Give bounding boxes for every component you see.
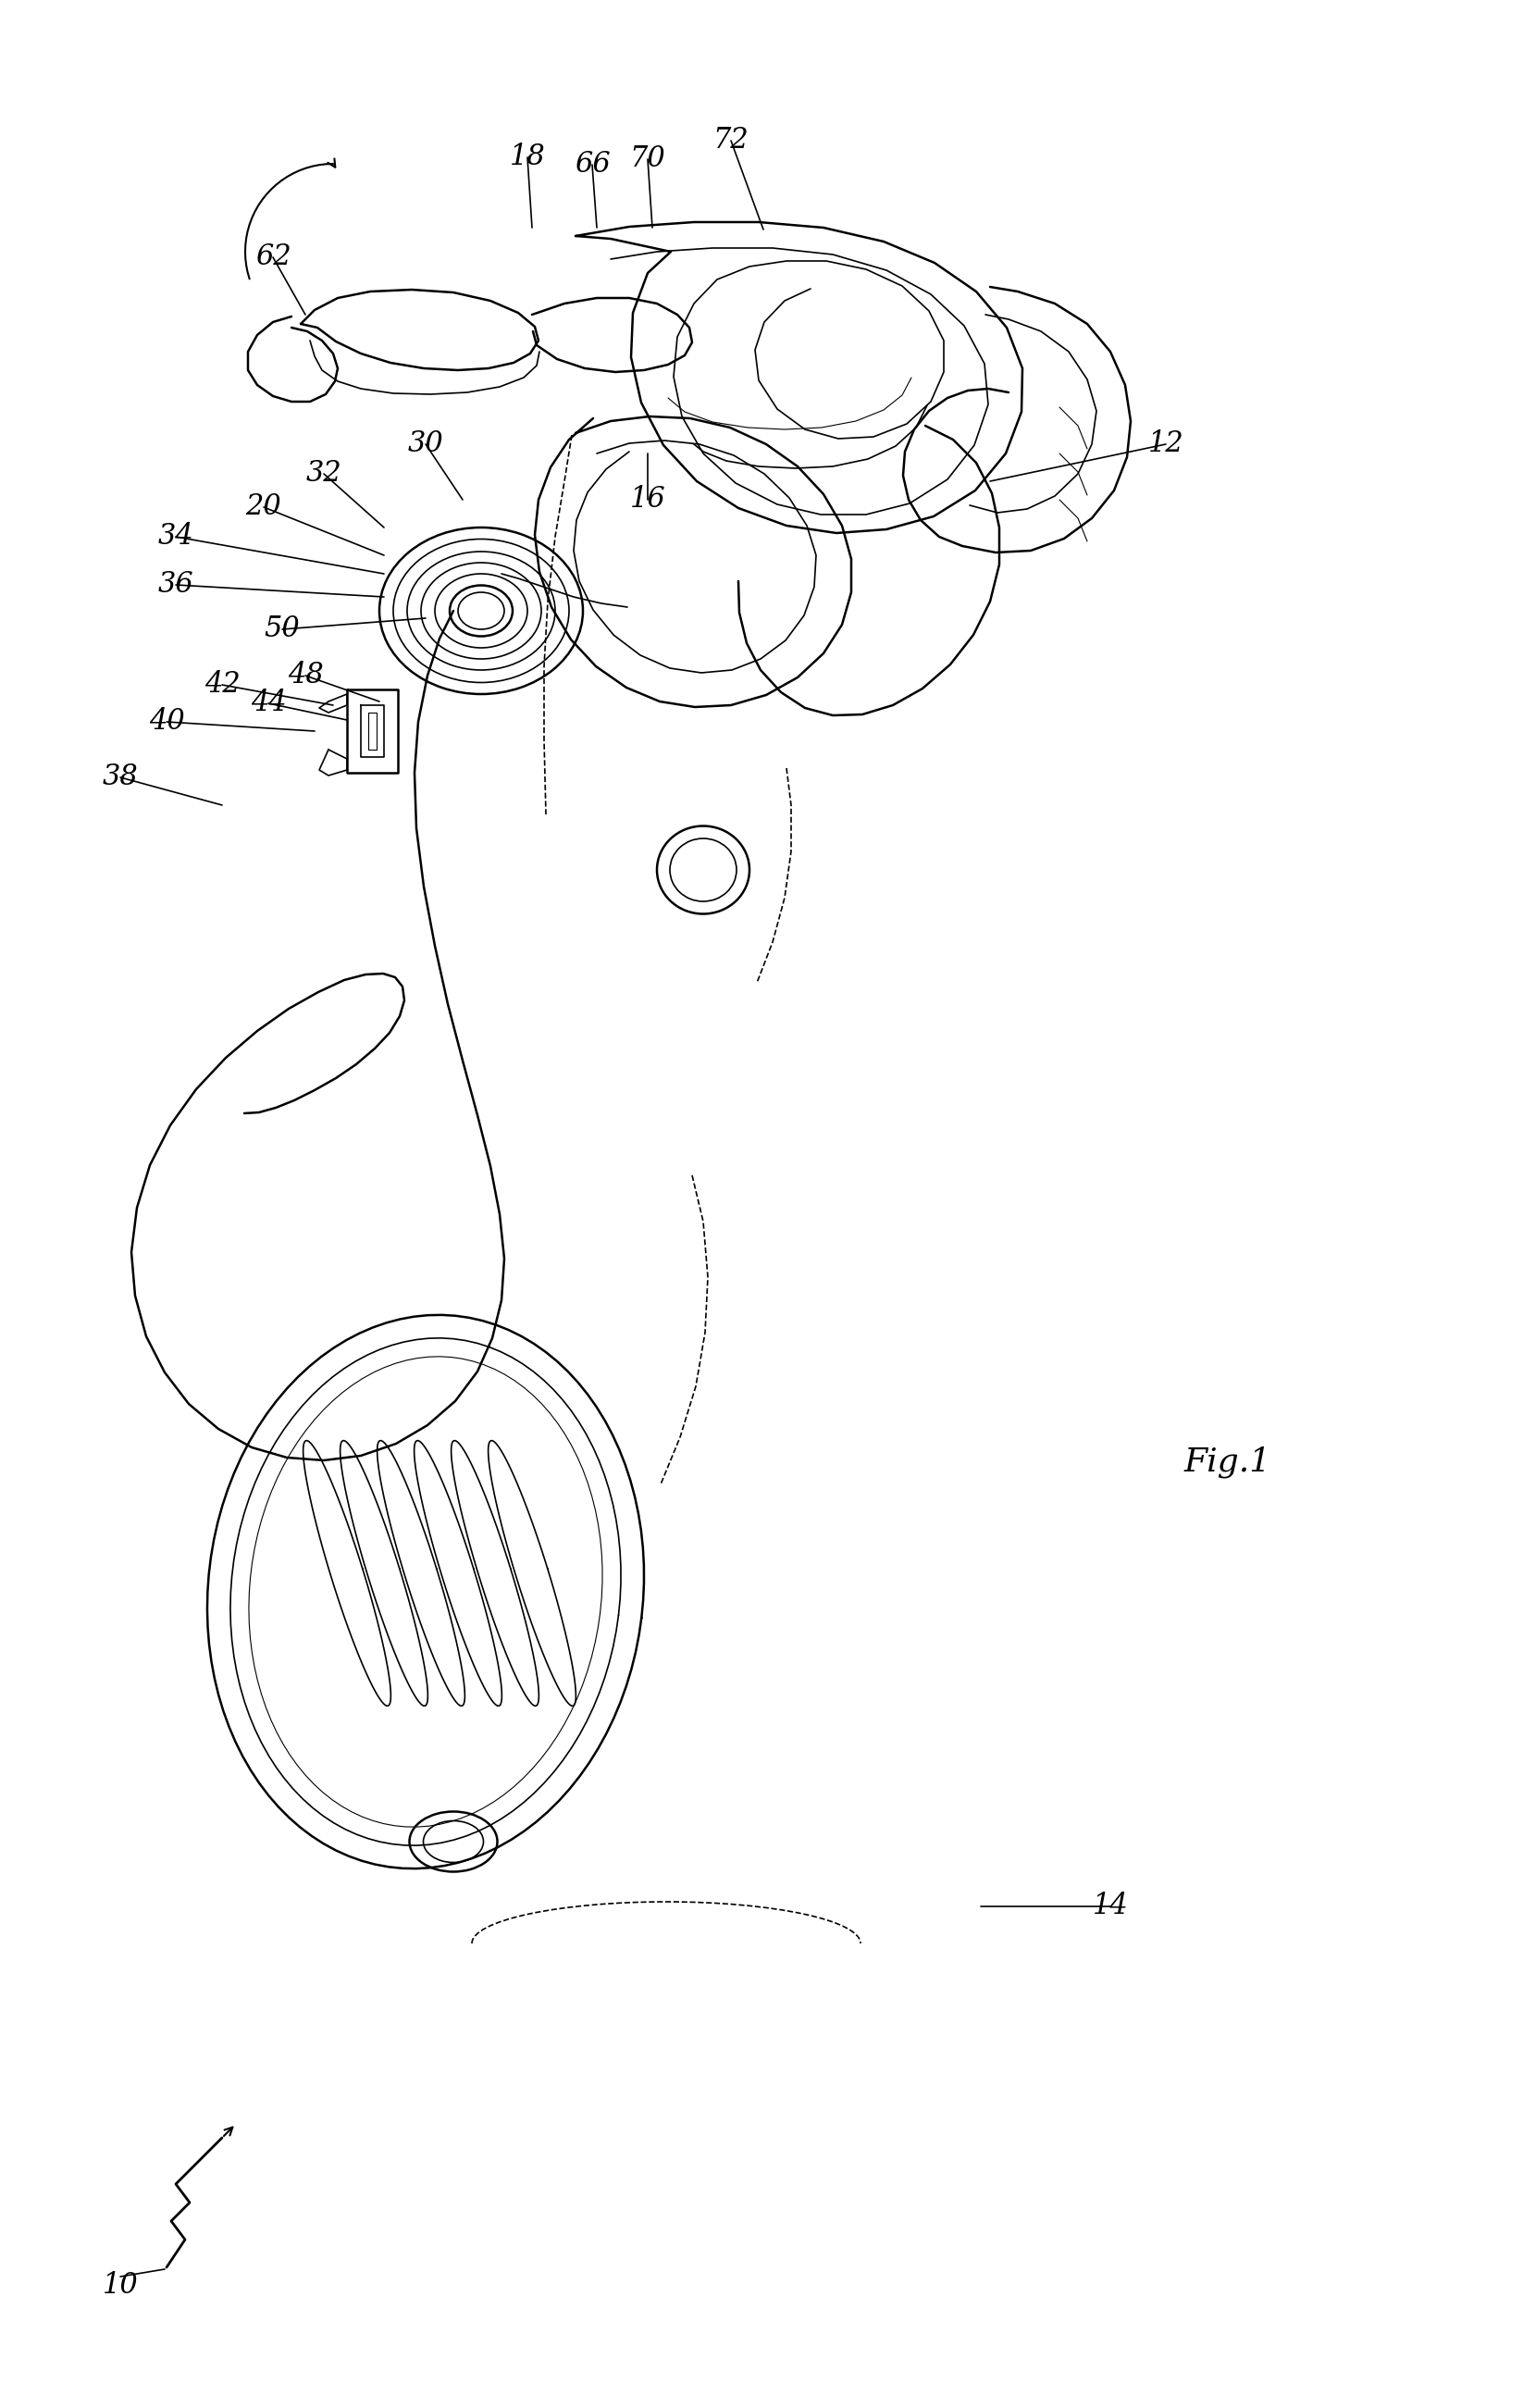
Text: 34: 34 (158, 523, 193, 551)
Text: 36: 36 (158, 571, 193, 600)
Text: 18: 18 (510, 142, 545, 171)
Text: 30: 30 (408, 431, 443, 458)
Text: 12: 12 (1148, 431, 1183, 458)
Text: 38: 38 (102, 763, 139, 792)
Text: 44: 44 (250, 689, 286, 718)
Text: 48: 48 (288, 662, 323, 691)
Text: 20: 20 (245, 494, 282, 523)
Text: 42: 42 (204, 669, 241, 698)
Text: 62: 62 (254, 243, 291, 272)
Text: 10: 10 (102, 2271, 139, 2300)
Text: 50: 50 (265, 614, 300, 643)
Text: 40: 40 (149, 708, 184, 737)
Text: 14: 14 (1092, 1893, 1129, 1922)
Text: 16: 16 (631, 486, 666, 513)
Text: Fig.1: Fig.1 (1185, 1447, 1272, 1479)
Text: 72: 72 (713, 125, 749, 154)
Text: 70: 70 (631, 144, 666, 173)
Text: 66: 66 (574, 149, 611, 178)
Text: 32: 32 (306, 460, 341, 489)
